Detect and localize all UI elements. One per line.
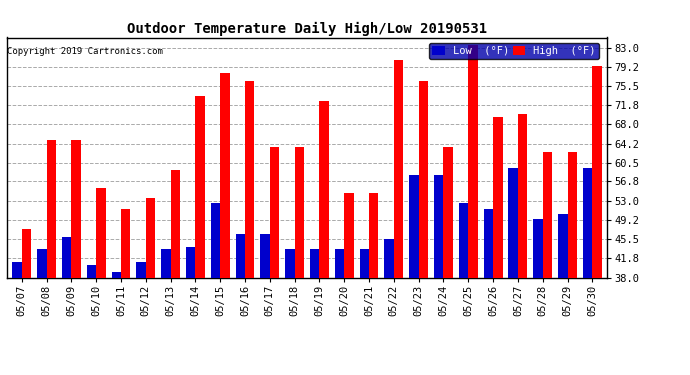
Bar bbox=[121, 209, 130, 278]
Bar bbox=[384, 239, 394, 278]
Bar bbox=[493, 117, 502, 278]
Bar bbox=[96, 188, 106, 278]
Bar bbox=[170, 170, 180, 278]
Title: Outdoor Temperature Daily High/Low 20190531: Outdoor Temperature Daily High/Low 20190… bbox=[127, 22, 487, 36]
Bar bbox=[146, 198, 155, 278]
Bar bbox=[369, 193, 379, 278]
Bar bbox=[394, 60, 403, 278]
Bar bbox=[87, 265, 96, 278]
Bar bbox=[533, 219, 543, 278]
Bar bbox=[359, 249, 369, 278]
Bar bbox=[344, 193, 354, 278]
Bar bbox=[62, 237, 71, 278]
Bar bbox=[12, 262, 22, 278]
Bar bbox=[37, 249, 47, 278]
Bar bbox=[543, 152, 552, 278]
Bar bbox=[137, 262, 146, 278]
Bar bbox=[319, 101, 329, 278]
Bar bbox=[195, 96, 205, 278]
Bar bbox=[469, 45, 477, 278]
Bar bbox=[419, 81, 428, 278]
Legend: Low  (°F), High  (°F): Low (°F), High (°F) bbox=[429, 43, 599, 59]
Bar bbox=[509, 168, 518, 278]
Bar bbox=[518, 114, 527, 278]
Bar bbox=[112, 272, 121, 278]
Bar bbox=[235, 234, 245, 278]
Bar bbox=[444, 147, 453, 278]
Bar bbox=[211, 204, 220, 278]
Bar bbox=[459, 204, 469, 278]
Bar bbox=[592, 66, 602, 278]
Bar bbox=[260, 234, 270, 278]
Bar bbox=[567, 152, 577, 278]
Bar bbox=[47, 140, 56, 278]
Text: Copyright 2019 Cartronics.com: Copyright 2019 Cartronics.com bbox=[7, 47, 163, 56]
Bar bbox=[71, 140, 81, 278]
Bar bbox=[484, 209, 493, 278]
Bar bbox=[161, 249, 170, 278]
Bar bbox=[583, 168, 592, 278]
Bar bbox=[409, 176, 419, 278]
Bar bbox=[335, 249, 344, 278]
Bar bbox=[310, 249, 319, 278]
Bar bbox=[434, 176, 444, 278]
Bar bbox=[186, 247, 195, 278]
Bar bbox=[22, 229, 31, 278]
Bar bbox=[295, 147, 304, 278]
Bar bbox=[245, 81, 255, 278]
Bar bbox=[220, 73, 230, 278]
Bar bbox=[558, 214, 567, 278]
Bar bbox=[270, 147, 279, 278]
Bar bbox=[285, 249, 295, 278]
